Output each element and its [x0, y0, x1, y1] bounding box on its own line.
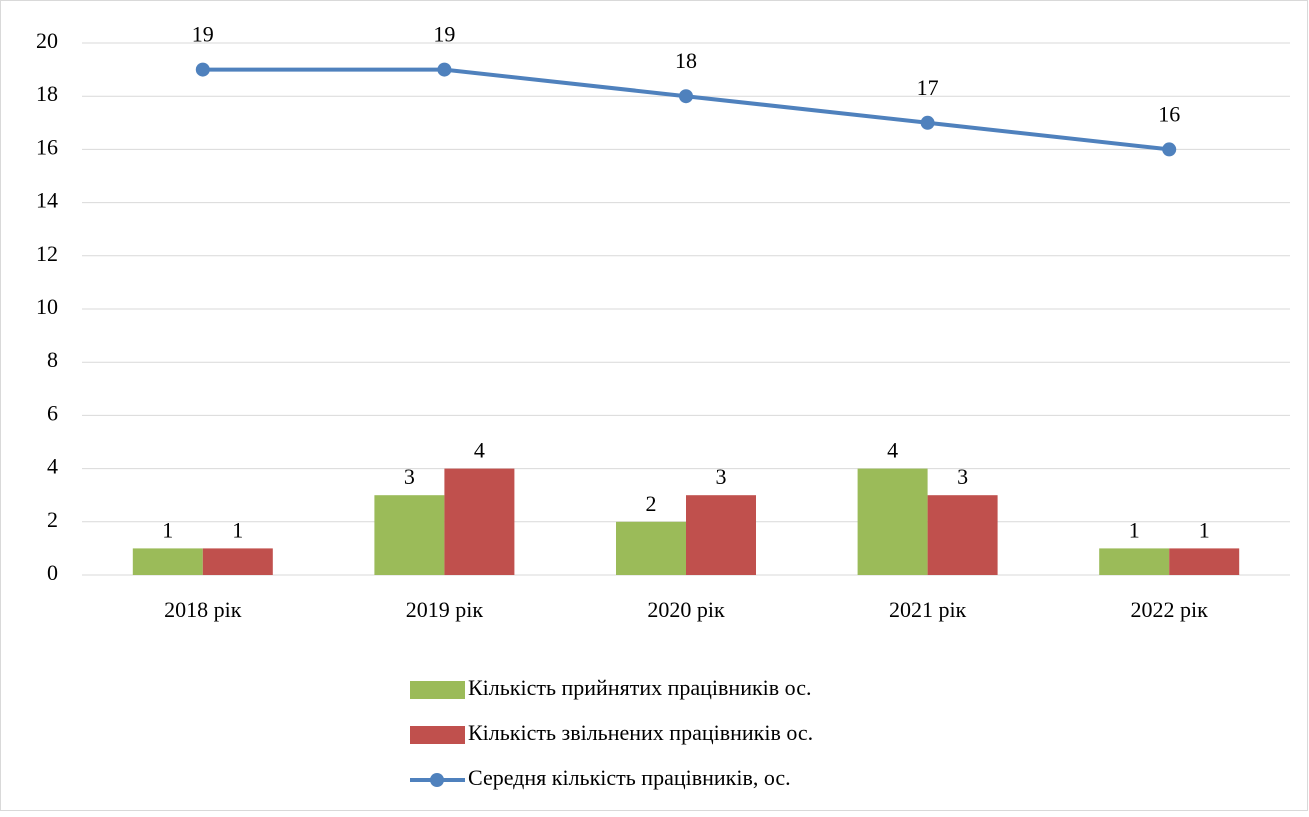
data-label: 2	[646, 491, 657, 516]
legend-label: Кількість прийнятих працівників ос.	[468, 675, 811, 700]
bar	[444, 468, 515, 575]
y-tick-label: 4	[47, 454, 58, 479]
bar	[374, 495, 445, 575]
data-label: 1	[1129, 517, 1140, 542]
line-point	[679, 89, 693, 104]
legend-entry: Кількість звільнених працівників ос.	[410, 720, 813, 745]
data-label: 1	[232, 517, 243, 542]
bar	[616, 521, 686, 575]
bar	[686, 495, 756, 575]
y-tick-label: 10	[36, 294, 58, 319]
legend-label: Кількість звільнених працівників ос.	[468, 720, 813, 745]
line-point	[1162, 142, 1177, 157]
data-label: 3	[404, 464, 415, 489]
y-tick-label: 0	[47, 560, 58, 585]
y-tick-label: 8	[47, 347, 58, 372]
bar	[202, 548, 273, 575]
x-tick-label: 2021 рік	[889, 597, 967, 622]
legend-label: Середня кількість працівників, ос.	[468, 765, 791, 790]
legend-swatch	[410, 681, 465, 699]
legend-entry: Середня кількість працівників, ос.	[410, 765, 791, 790]
data-label: 17	[917, 75, 939, 100]
y-tick-label: 2	[47, 507, 58, 532]
line-point	[195, 62, 210, 77]
y-tick-label: 12	[36, 241, 58, 266]
data-label: 1	[1199, 517, 1210, 542]
legend-marker	[430, 773, 444, 787]
y-tick-label: 18	[36, 81, 58, 106]
data-label: 19	[433, 22, 455, 47]
bar	[927, 495, 998, 575]
bar	[132, 548, 203, 575]
y-tick-label: 20	[36, 28, 58, 53]
x-tick-label: 2022 рік	[1131, 597, 1209, 622]
y-tick-label: 16	[36, 134, 58, 159]
bar	[1169, 548, 1240, 575]
data-label: 3	[716, 464, 727, 489]
data-label: 18	[675, 48, 697, 73]
data-label: 16	[1158, 101, 1180, 126]
x-tick-label: 2018 рік	[164, 597, 242, 622]
x-tick-label: 2020 рік	[647, 597, 725, 622]
y-tick-label: 6	[47, 400, 58, 425]
bar	[857, 468, 928, 575]
data-label: 4	[474, 438, 485, 463]
y-tick-label: 14	[36, 188, 58, 213]
legend-entry: Кількість прийнятих працівників ос.	[410, 675, 811, 700]
data-label: 3	[957, 464, 968, 489]
x-tick-label: 2019 рік	[406, 597, 484, 622]
data-label: 19	[192, 22, 214, 47]
line-point	[920, 115, 935, 130]
legend-swatch	[410, 726, 465, 744]
data-label: 4	[887, 438, 898, 463]
line-point	[437, 62, 452, 77]
data-label: 1	[162, 517, 173, 542]
bar	[1099, 548, 1170, 575]
